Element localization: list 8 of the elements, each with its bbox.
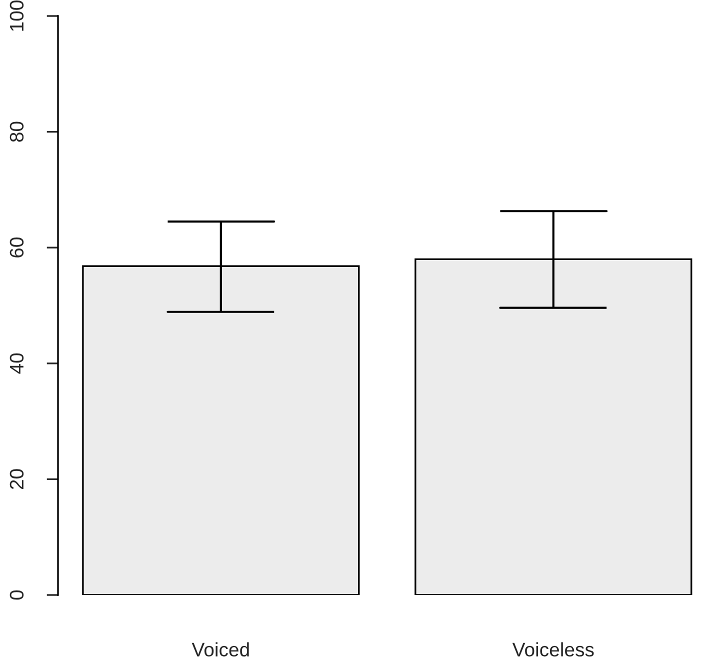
x-tick-label: Voiced [192, 642, 249, 657]
y-tick-label: 20 [10, 469, 24, 490]
y-tick-label: 100 [10, 0, 24, 31]
x-tick-label: Voiceless [512, 642, 594, 657]
y-tick-label: 80 [10, 122, 24, 142]
y-tick-label: 60 [10, 238, 24, 258]
y-tick-label: 40 [10, 353, 24, 374]
y-tick-label: 0 [10, 590, 24, 600]
